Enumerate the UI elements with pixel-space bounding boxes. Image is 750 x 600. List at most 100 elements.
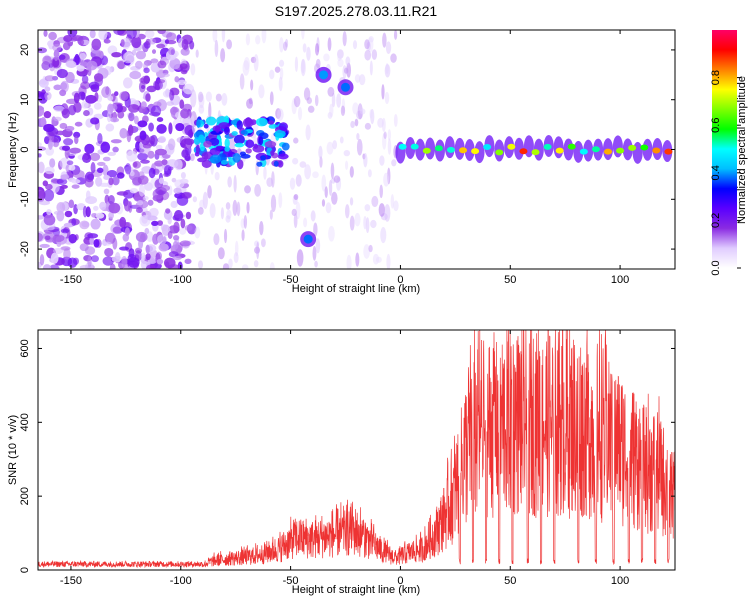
spectral-cell (60, 82, 68, 90)
spectral-cell (44, 235, 51, 241)
spectral-cell (327, 37, 332, 52)
spectral-cell (245, 33, 251, 46)
spectral-cell (148, 167, 156, 179)
spectral-cell (190, 115, 195, 126)
spectral-cell (390, 53, 397, 63)
y-tick-label: 0 (19, 567, 31, 573)
spectral-cell (145, 253, 151, 261)
spectral-cell (112, 237, 118, 250)
spectral-cell (368, 36, 374, 43)
spectral-cell (252, 144, 265, 153)
spectral-cell (156, 123, 167, 134)
spectral-cell (43, 189, 55, 202)
spectral-cell (168, 251, 179, 258)
spectral-cell (293, 193, 299, 201)
spectral-cell (217, 247, 225, 260)
spectral-cell (82, 205, 88, 218)
spectral-cell (63, 34, 73, 43)
spectral-cell (141, 252, 146, 261)
spectral-cell (221, 92, 228, 106)
spectral-cell (278, 76, 283, 92)
spectral-cell (393, 200, 399, 212)
spectral-cell (314, 43, 320, 56)
spectral-cell (38, 200, 51, 206)
spectral-cell (106, 170, 118, 178)
spectral-cell (72, 169, 85, 179)
snr-y-ticks: 0 200 400 600 (19, 339, 675, 573)
spectral-cell (145, 93, 151, 102)
spectral-cell (161, 159, 168, 166)
spectral-cell (38, 146, 47, 152)
spectral-cell (89, 152, 101, 162)
spectral-cell (224, 146, 230, 152)
spectral-cell (381, 117, 386, 132)
spectral-cell (180, 108, 190, 119)
spectral-cell (108, 177, 114, 186)
spectral-cell (325, 202, 332, 214)
spectral-cell (383, 131, 387, 139)
spectral-cell (48, 139, 53, 150)
spectral-cell (119, 216, 127, 228)
spectral-cell (279, 37, 284, 53)
spectral-cell (259, 220, 264, 236)
spectral-cell (44, 75, 56, 82)
spectral-cell (371, 195, 379, 208)
spectral-cell (99, 201, 107, 211)
spectral-cell (165, 88, 171, 97)
spectral-cell (93, 205, 99, 211)
spectral-cell (583, 139, 594, 162)
spectral-cell (38, 161, 45, 174)
spectral-cell (349, 197, 354, 206)
spectral-cell (253, 260, 259, 268)
spectral-cell (519, 148, 528, 155)
spectral-cell (124, 227, 130, 237)
spectral-cell (343, 149, 351, 157)
spectral-cell (93, 73, 104, 82)
spectrogram-x-ticks: -150 -100 -50 0 50 100 (60, 30, 629, 286)
spectral-cell (78, 91, 86, 100)
spectral-cell (68, 164, 76, 171)
spectral-cell (131, 36, 142, 49)
spectral-cell (215, 93, 222, 102)
spectral-cell (279, 67, 284, 80)
spectral-cell (119, 91, 129, 101)
spectral-cell (146, 231, 154, 243)
spectrogram-marks (38, 30, 673, 269)
spectral-cell (90, 84, 100, 93)
spectral-cell (422, 147, 431, 154)
spectral-cell (297, 106, 303, 121)
spectral-cell (196, 119, 201, 128)
spectral-cell (225, 202, 231, 210)
spectral-cell (295, 174, 302, 187)
x-tick-label: 100 (611, 575, 629, 587)
spectral-cell (165, 208, 171, 214)
spectral-cell (103, 188, 110, 195)
x-tick-label: 50 (504, 274, 516, 286)
spectral-cell (337, 54, 342, 61)
spectral-cell (69, 147, 81, 154)
spectral-cell (184, 224, 193, 232)
spectral-cell (124, 163, 132, 175)
spectral-cell (278, 122, 288, 131)
spectral-cell (129, 187, 138, 194)
spectral-cell (116, 172, 125, 179)
spectral-cell (39, 243, 50, 249)
spectral-cell (106, 111, 112, 123)
spectral-cell (42, 55, 52, 66)
y-tick-label: 200 (19, 487, 31, 505)
spectral-cell (142, 195, 149, 201)
spectral-cell (514, 137, 525, 160)
spectral-cell (299, 161, 307, 168)
spectral-cell (108, 195, 115, 205)
spectral-cell (137, 120, 148, 128)
spectral-cell (192, 196, 198, 203)
spectral-cell (264, 140, 277, 148)
spectrogram-y-ticks: -20 -10 0 10 20 (19, 44, 675, 257)
spectral-cell (40, 117, 47, 127)
spectral-cell (85, 190, 91, 200)
spectral-cell (352, 102, 359, 115)
spectral-cell (38, 105, 45, 117)
spectral-cell (340, 105, 346, 117)
spectral-cell (245, 148, 252, 154)
